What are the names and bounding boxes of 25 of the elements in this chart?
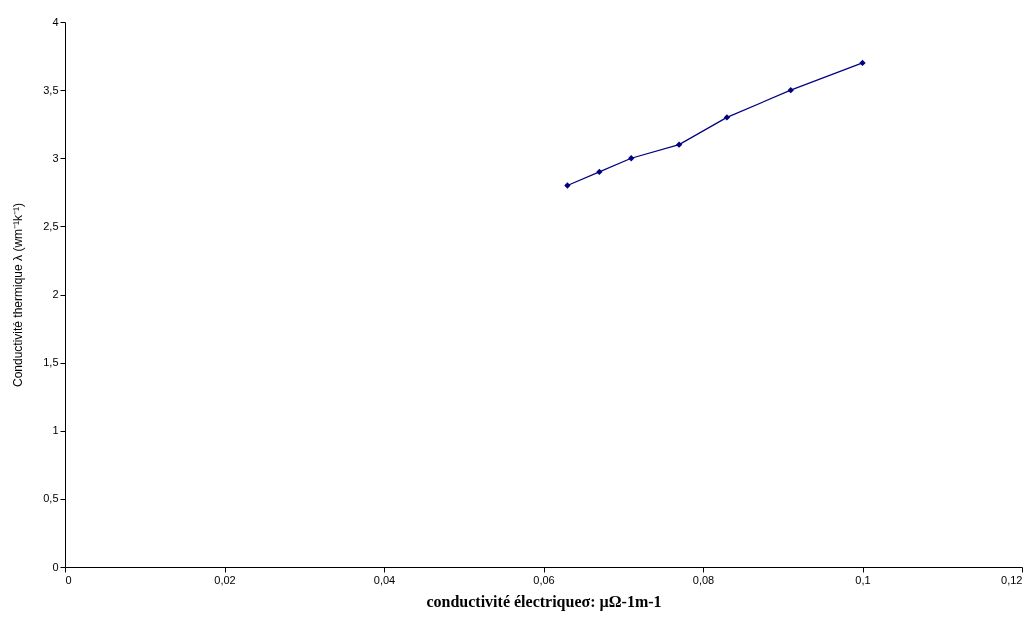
point [675,141,683,148]
point [787,86,794,94]
y-tick-label: 3 [52,151,59,164]
point [723,114,731,121]
point [596,168,603,176]
point [628,155,635,162]
x-tick-label: 0,06 [533,573,555,586]
y-tick-label: 0,5 [43,492,59,505]
point [859,59,866,67]
x-tick-label: 0,04 [373,573,396,586]
x-tick-label: 0,12 [1001,573,1023,586]
y-tick-label: 1,5 [43,356,59,369]
y-tick-label: 0 [52,560,59,573]
y-tick-label: 2,5 [43,219,59,232]
x-tick-label: 0,02 [214,573,236,586]
x-tick-label: 0,1 [855,573,871,586]
y-tick-label: 4 [52,15,59,28]
x-axis-title: conductivité électriqueσ: µΩ-1m-1 [426,592,662,611]
point [564,182,571,189]
x-tick-label: 0 [65,573,72,586]
y-tick-label: 2 [52,288,59,300]
x-tick-label: 0,08 [692,573,715,586]
y-tick-label: 1 [52,424,59,437]
y-axis-title: Conductivité thermique λ (wm⁻¹k⁻¹) [11,202,26,388]
y-tick-label: 3,5 [43,83,59,96]
